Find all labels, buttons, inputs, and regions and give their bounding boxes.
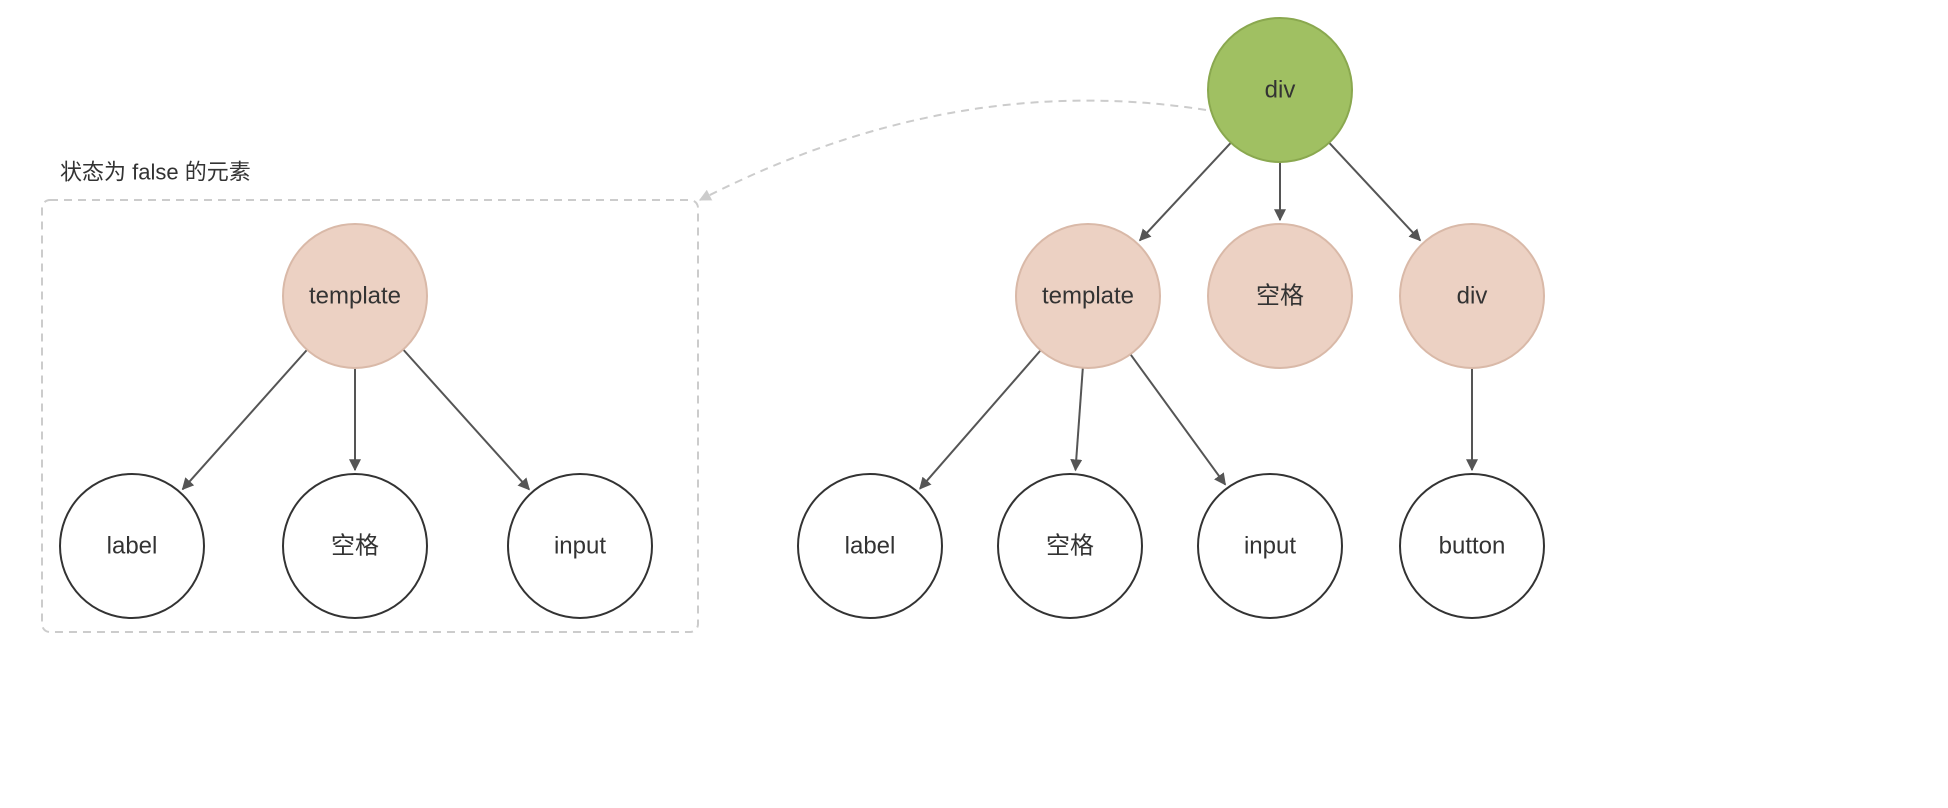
edge — [1075, 368, 1082, 470]
node-label: label — [107, 533, 158, 560]
edge — [183, 350, 307, 490]
node-label: 空格 — [331, 533, 379, 560]
node-r_space2: 空格 — [998, 474, 1142, 618]
node-left_template: template — [283, 224, 427, 368]
node-label: 空格 — [1046, 533, 1094, 560]
edge — [1130, 354, 1225, 484]
node-label: template — [309, 283, 401, 310]
node-root_div: div — [1208, 18, 1352, 162]
dashed-edge-layer — [700, 101, 1206, 200]
node-r_template: template — [1016, 224, 1160, 368]
node-r_input: input — [1198, 474, 1342, 618]
diagram-canvas: template label 空格 input div template 空格 div labe… — [0, 0, 1948, 808]
node-left_space: 空格 — [283, 474, 427, 618]
node-r_div: div — [1400, 224, 1544, 368]
edge — [403, 350, 529, 490]
node-label: template — [1042, 283, 1134, 310]
node-label: div — [1457, 283, 1488, 310]
edge — [1329, 143, 1420, 241]
node-label: label — [845, 533, 896, 560]
node-label: div — [1265, 77, 1296, 104]
node-r_button: button — [1400, 474, 1544, 618]
dashed-connector — [700, 101, 1206, 200]
node-label: button — [1439, 533, 1506, 560]
node-label: 空格 — [1256, 283, 1304, 310]
edge — [1140, 143, 1231, 241]
node-r_space: 空格 — [1208, 224, 1352, 368]
nodes-layer: template label 空格 input div template 空格 div labe… — [60, 18, 1544, 618]
node-left_input: input — [508, 474, 652, 618]
edge — [920, 350, 1041, 488]
node-r_label: label — [798, 474, 942, 618]
title-layer: 状态为 false 的元素 — [60, 160, 251, 185]
node-left_label: label — [60, 474, 204, 618]
node-label: input — [1244, 533, 1296, 560]
node-label: input — [554, 533, 606, 560]
group-box-title: 状态为 false 的元素 — [60, 160, 251, 185]
